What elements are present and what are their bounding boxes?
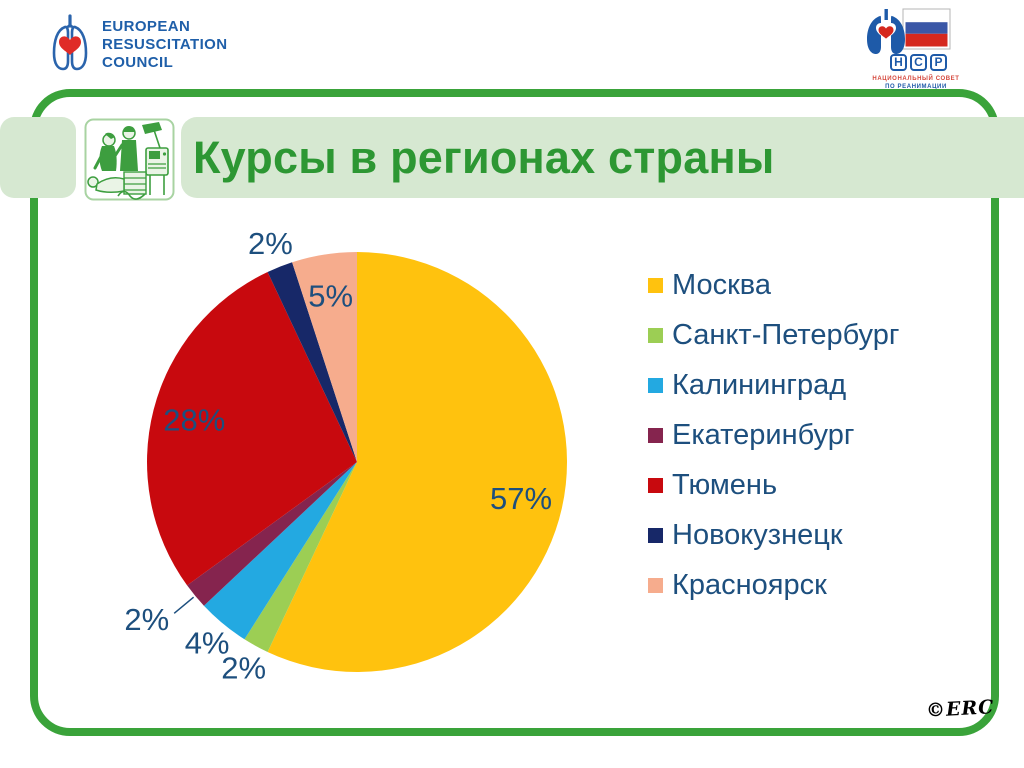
ncr-letter-box: Р: [930, 54, 947, 71]
legend-label: Новокузнецк: [672, 518, 843, 551]
ncr-lungs-heart-icon: [867, 9, 905, 55]
russian-flag-icon: [902, 8, 951, 50]
legend-label: Тюмень: [672, 468, 778, 501]
legend-swatch: [648, 427, 663, 443]
ncr-letter-box: Н: [890, 54, 907, 71]
pie-data-label-6: 5%: [308, 279, 353, 314]
legend-swatch: [648, 527, 663, 543]
erc-logo-line2: RESUSCITATION: [102, 36, 228, 53]
legend-swatch: [648, 377, 663, 393]
cpr-scene-illustration-icon: [84, 118, 175, 201]
pie-data-label-0: 57%: [490, 481, 552, 516]
title-band-illustration-tile: [84, 118, 175, 201]
page-title: Курсы в регионах страны: [193, 131, 775, 183]
pie-slice-6: [292, 252, 357, 462]
erc-logo-text: EUROPEAN RESUSCITATION COUNCIL: [102, 18, 227, 72]
pie-chart: 57%2%4%2%28%2%5%: [124, 226, 568, 686]
erc-logo-line1: EUROPEAN: [102, 18, 191, 35]
pie-data-label-4: 28%: [163, 403, 225, 438]
legend-item-3: Екатеринбург: [648, 410, 899, 460]
legend-item-4: Тюмень: [648, 460, 899, 510]
legend-label: Москва: [672, 268, 772, 301]
title-band: Курсы в регионах страны: [181, 117, 1024, 198]
ncr-abbr: Н С Р: [890, 54, 947, 71]
legend-swatch: [648, 577, 663, 593]
pie-slice-2: [203, 462, 357, 640]
pie-slice-3: [187, 462, 357, 606]
erc-logo: EUROPEAN RESUSCITATION COUNCIL: [52, 14, 227, 72]
legend-label: Красноярск: [672, 568, 827, 601]
legend-label: Калининград: [672, 368, 847, 401]
legend-swatch: [648, 327, 663, 343]
pie-data-label-1: 2%: [221, 651, 266, 686]
legend-label: Санкт-Петербург: [672, 318, 900, 351]
pie-data-label-5: 2%: [248, 226, 293, 261]
legend-item-1: Санкт-Петербург: [648, 310, 899, 360]
legend-item-6: Красноярск: [648, 560, 899, 610]
label-leader-line: [173, 596, 195, 614]
pie-slice-4: [147, 271, 357, 586]
chart-legend: Москва Санкт-Петербург Калининград Екатерин…: [648, 260, 899, 610]
slide-frame: [30, 89, 999, 736]
legend-item-5: Новокузнецк: [648, 510, 899, 560]
erc-lungs-icon: [52, 14, 88, 71]
legend-item-2: Калининград: [648, 360, 899, 410]
legend-label: Екатеринбург: [672, 418, 855, 451]
ncr-letter-box: С: [910, 54, 927, 71]
ncr-caption-line2: ПО РЕАНИМАЦИИ: [885, 84, 947, 90]
legend-swatch: [648, 277, 663, 293]
title-band-left-segment: [0, 117, 76, 198]
pie-slice-0: [267, 252, 568, 672]
erc-signature: ©ERC: [925, 696, 995, 722]
legend-item-0: Москва: [648, 260, 899, 310]
ncr-lungs-flag-icon: [867, 8, 951, 55]
erc-logo-line3: COUNCIL: [102, 54, 174, 71]
ncr-logo: Н С Р НАЦИОНАЛЬНЫЙ СОВЕТ ПО РЕАНИМАЦИИ: [858, 6, 974, 96]
pie-data-label-2: 4%: [185, 626, 230, 661]
ncr-caption-line1: НАЦИОНАЛЬНЫЙ СОВЕТ: [872, 76, 960, 82]
pie-slice-5: [267, 262, 357, 462]
pie-data-label-3: 2%: [124, 602, 169, 637]
legend-swatch: [648, 477, 663, 493]
pie-slice-1: [244, 462, 357, 653]
